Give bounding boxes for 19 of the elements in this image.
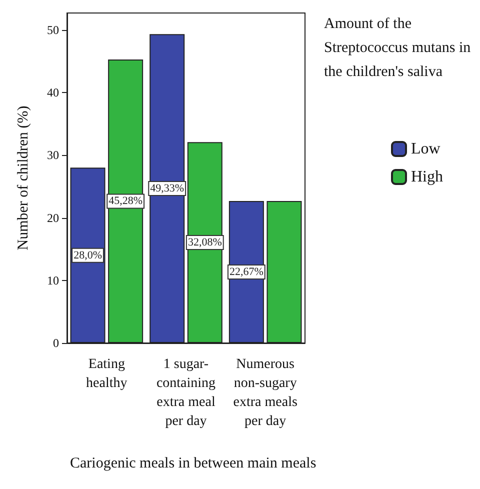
data-label: 22,67% xyxy=(229,266,264,278)
y-tick-label: 50 xyxy=(47,22,59,37)
x-tick-label: Eating healthy xyxy=(86,357,128,391)
x-tick-label: Numerous non-sugary extra meals per day xyxy=(233,357,298,429)
data-label: 45,28% xyxy=(108,195,143,208)
x-axis-title: Cariogenic meals in between main meals xyxy=(70,456,316,472)
y-tick-label: 40 xyxy=(47,86,59,100)
legend-label: Low xyxy=(411,140,441,158)
data-label: 32,08% xyxy=(188,236,222,249)
y-tick-label: 0 xyxy=(53,336,59,350)
legend-title: Amount of the Streptococcus mutans in the children's saliva xyxy=(324,16,474,80)
y-axis-title: Number of children (%) xyxy=(16,106,32,250)
x-tick-label: 1 sugar-containing extra meal per day xyxy=(156,357,216,429)
data-label: 49,33% xyxy=(150,182,184,195)
y-tick-label: 20 xyxy=(47,210,59,225)
legend-label: High xyxy=(411,168,443,186)
data-label: 28,0% xyxy=(74,249,102,262)
y-tick-label: 30 xyxy=(47,148,59,162)
y-tick-label: 10 xyxy=(47,273,59,288)
